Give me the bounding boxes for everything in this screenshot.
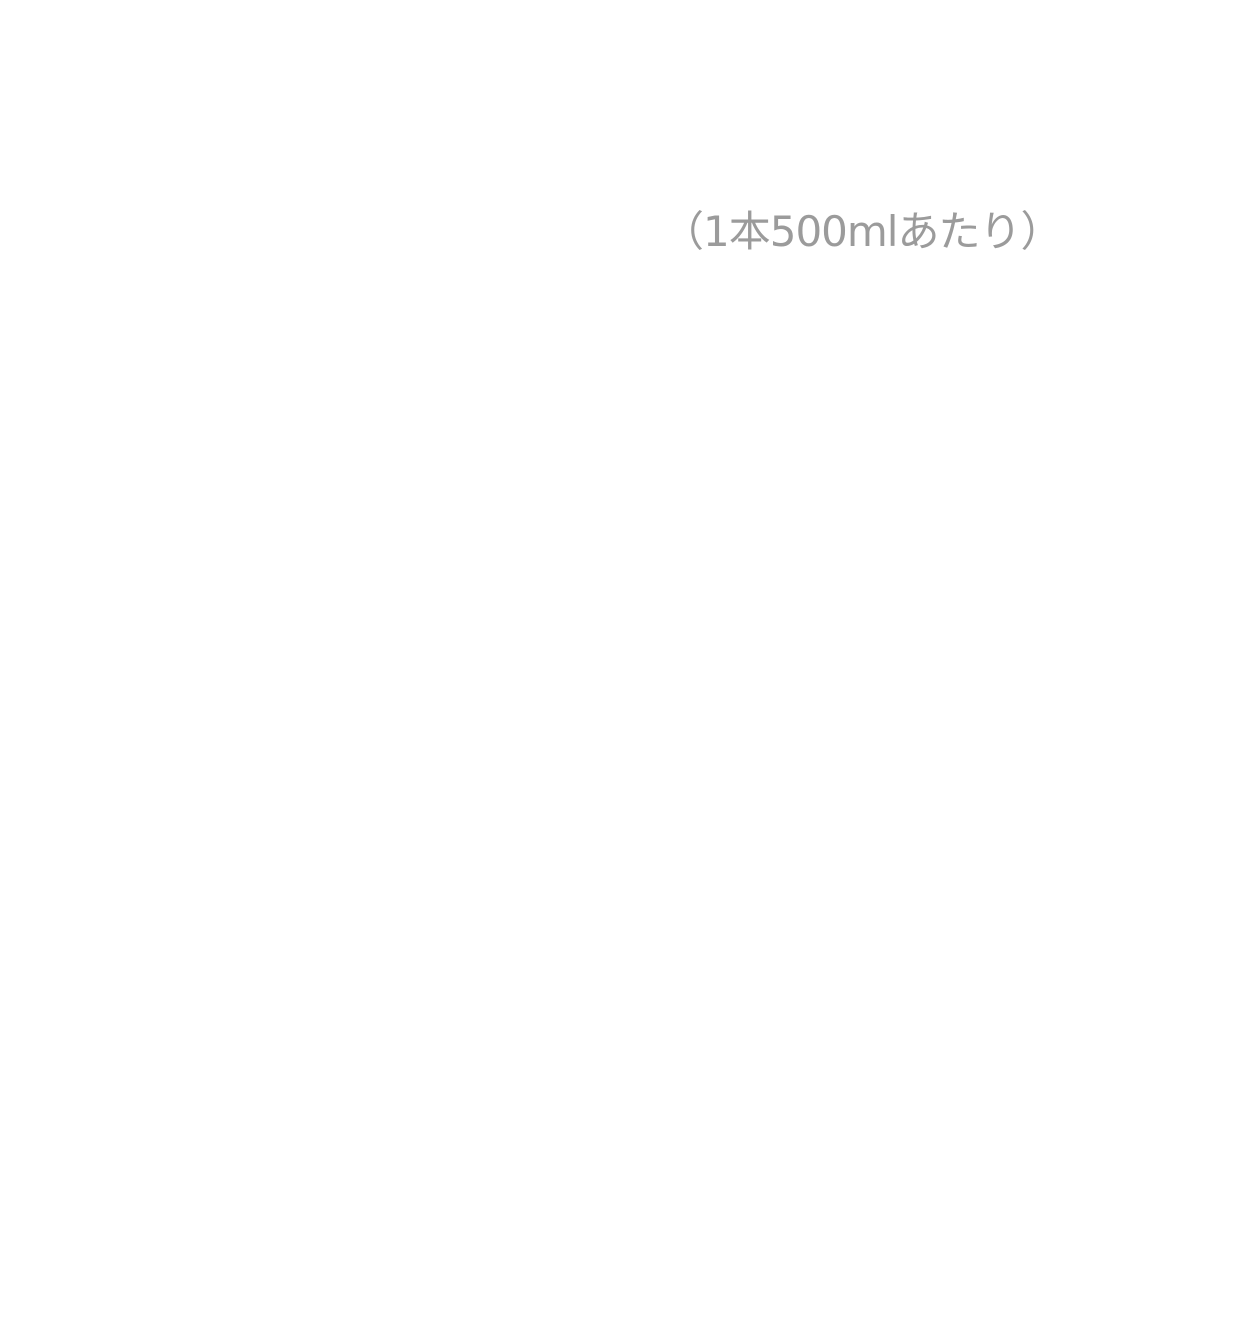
serving-size-caption: （1本500mlあたり） [662,207,1062,256]
